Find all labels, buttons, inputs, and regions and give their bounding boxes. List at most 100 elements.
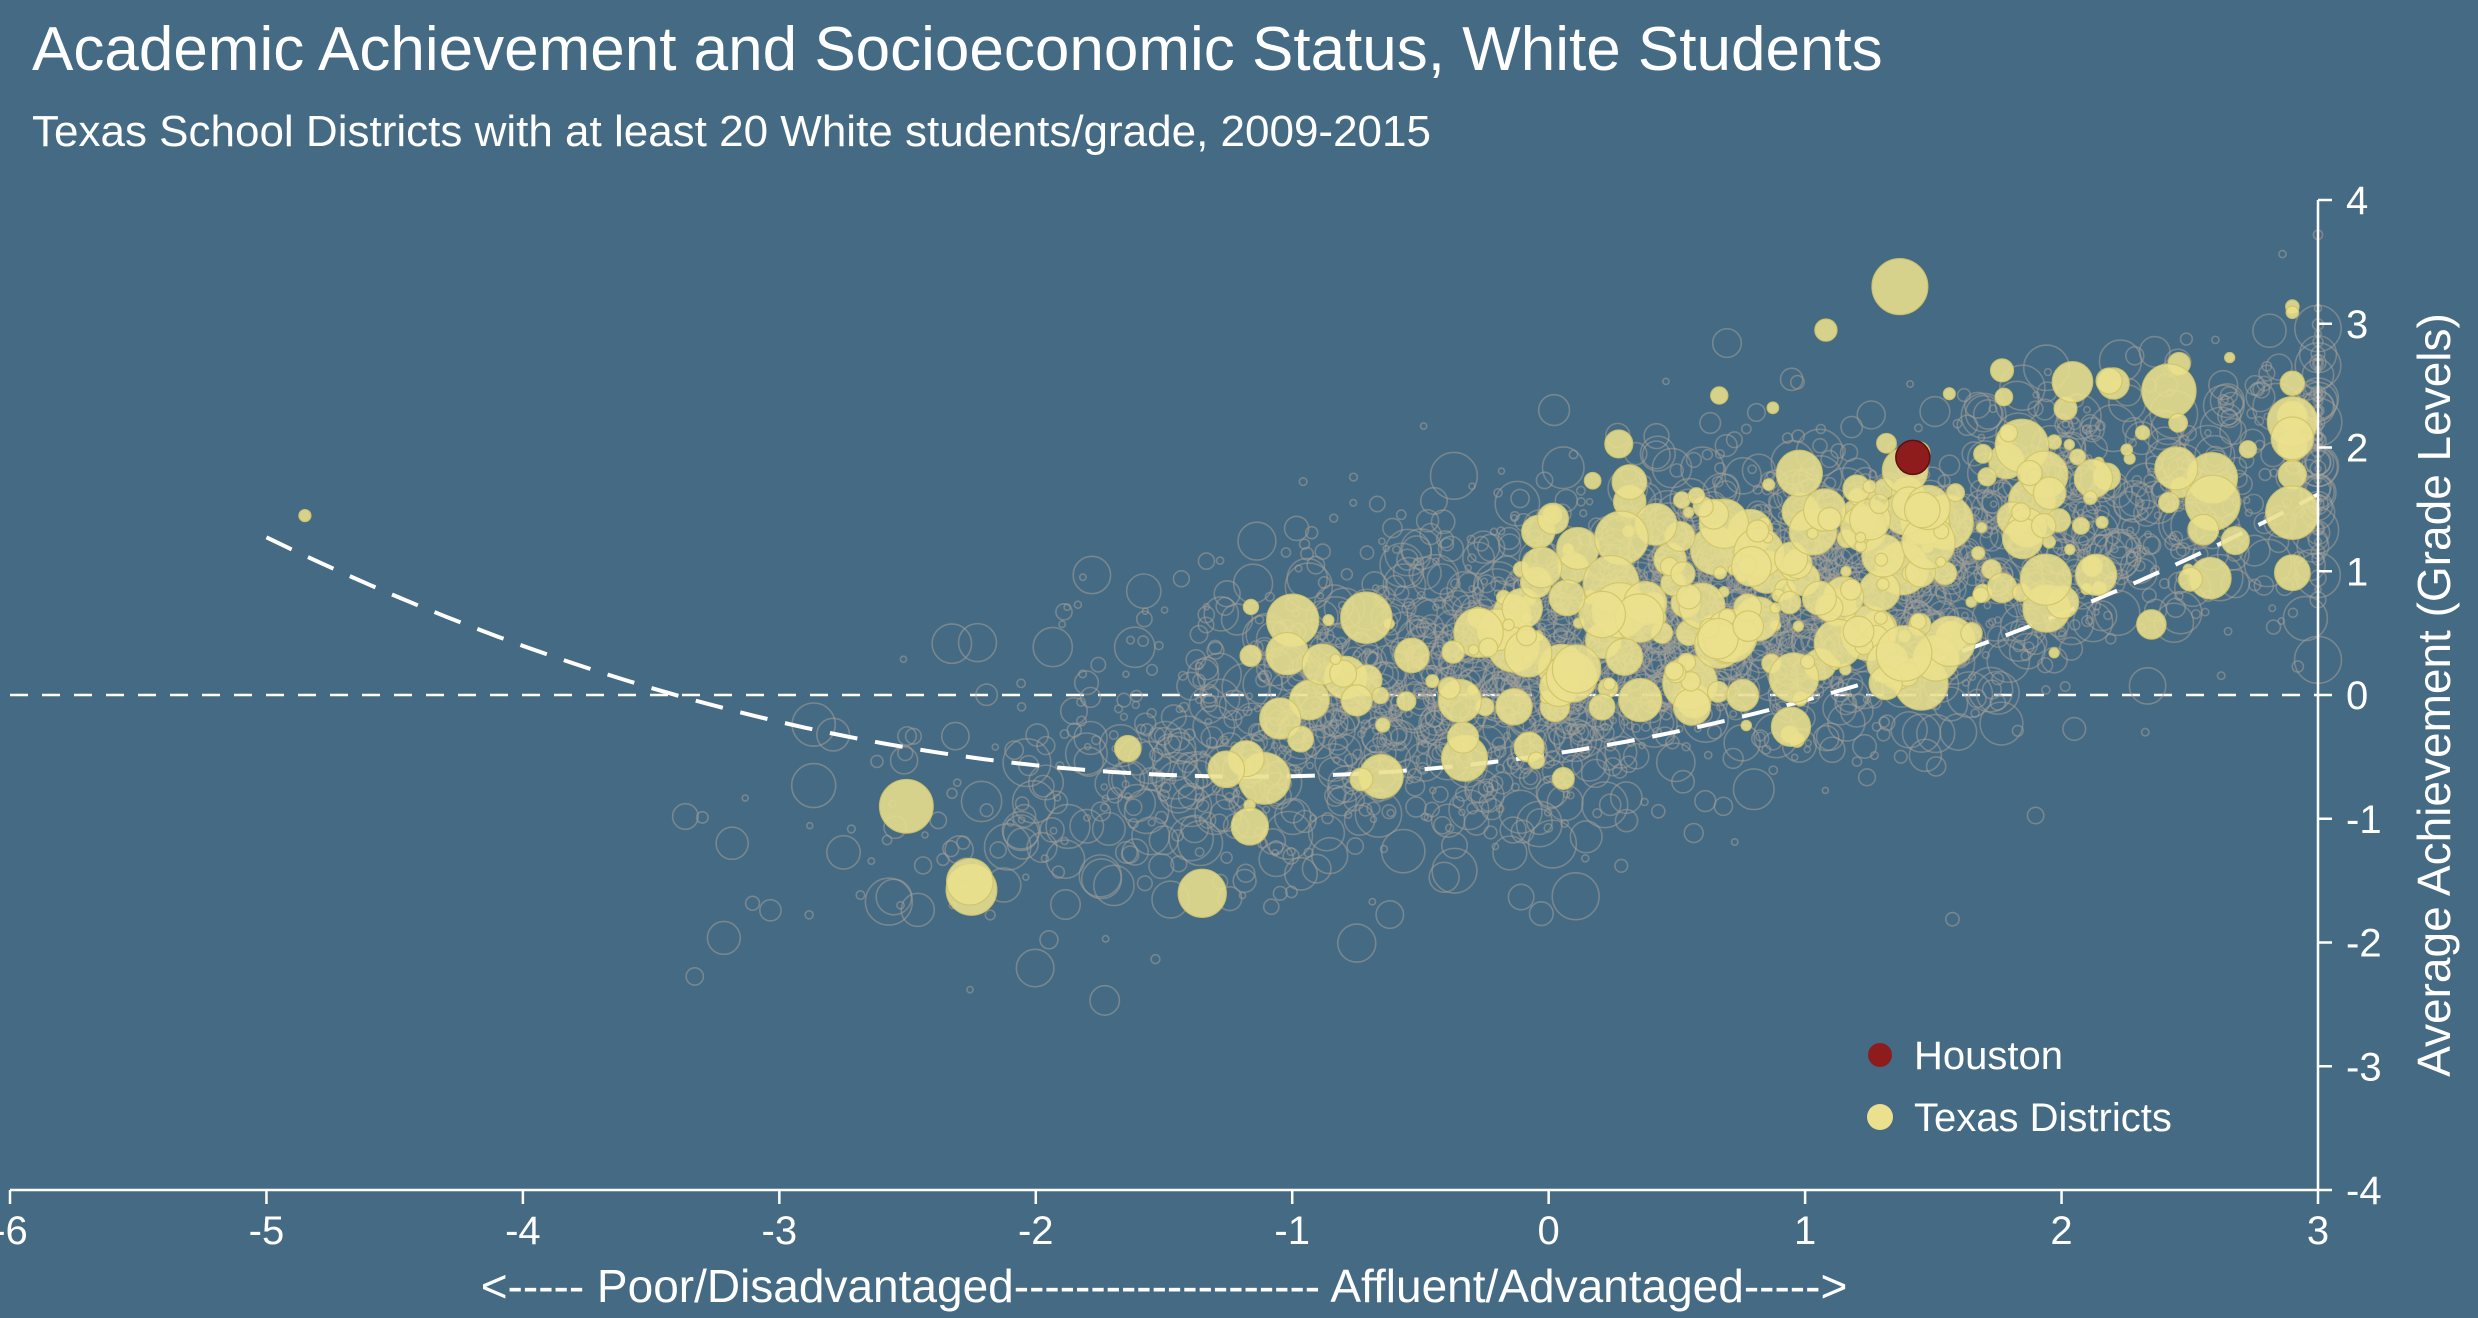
- legend-swatch-texas: [1867, 1104, 1893, 1130]
- texas-point: [1841, 579, 1862, 600]
- texas-point: [1708, 681, 1729, 702]
- texas-point: [1733, 611, 1763, 641]
- texas-point: [2142, 364, 2196, 418]
- texas-point: [1528, 752, 1545, 769]
- texas-point: [1341, 685, 1372, 716]
- texas-point: [2073, 517, 2090, 534]
- texas-point: [2084, 491, 2098, 505]
- legend-label-houston: Houston: [1914, 1034, 2063, 1078]
- texas-point: [1875, 553, 1888, 566]
- texas-point: [2188, 514, 2219, 545]
- texas-point: [1243, 599, 1258, 614]
- texas-point: [1943, 388, 1955, 400]
- texas-point: [1240, 645, 1261, 666]
- texas-point: [2239, 441, 2256, 458]
- texas-point: [1231, 808, 1268, 845]
- texas-point: [1815, 319, 1837, 341]
- texas-point: [1987, 573, 2016, 602]
- texas-point: [1872, 259, 1928, 315]
- x-tick-label: -2: [1018, 1209, 1054, 1253]
- texas-point: [1442, 641, 1464, 663]
- texas-point: [1584, 472, 1601, 489]
- y-tick-label: -2: [2346, 922, 2382, 966]
- texas-point: [2136, 426, 2150, 440]
- y-tick-label: -3: [2346, 1045, 2382, 1089]
- texas-point: [1995, 388, 2013, 406]
- texas-point: [1674, 688, 1711, 725]
- texas-point: [2271, 417, 2313, 459]
- texas-point: [2155, 447, 2198, 490]
- texas-point: [2169, 414, 2188, 433]
- texas-point: [1843, 616, 1874, 647]
- texas-point: [1538, 503, 1569, 534]
- texas-point: [1698, 618, 1739, 659]
- texas-point: [2096, 516, 2108, 528]
- y-tick-label: 3: [2346, 303, 2368, 347]
- texas-point: [1677, 584, 1701, 608]
- x-tick-label: 2: [2050, 1209, 2072, 1253]
- x-tick-label: 1: [1794, 1209, 1816, 1253]
- texas-point: [1977, 522, 1987, 532]
- texas-point: [1341, 592, 1392, 643]
- texas-point: [1619, 678, 1662, 721]
- texas-point: [1605, 430, 1633, 458]
- texas-point: [1741, 720, 1751, 730]
- chart-root: Academic Achievement and Socioeconomic S…: [0, 0, 2478, 1318]
- texas-point: [2076, 554, 2117, 595]
- texas-point: [1877, 578, 1889, 590]
- texas-point: [2032, 513, 2056, 537]
- texas-point: [2000, 424, 2018, 442]
- y-tick-label: -1: [2346, 798, 2382, 842]
- texas-point: [1671, 562, 1695, 586]
- y-tick-label: 4: [2346, 179, 2368, 223]
- texas-point: [1870, 494, 1889, 513]
- texas-point: [2121, 444, 2133, 456]
- texas-point: [1767, 402, 1779, 414]
- texas-point: [1972, 547, 1985, 560]
- texas-point: [1589, 694, 1615, 720]
- texas-point: [1517, 626, 1537, 646]
- texas-point: [2096, 368, 2122, 394]
- texas-point: [1468, 645, 1478, 655]
- texas-point: [1376, 718, 1390, 732]
- texas-point: [1323, 615, 1334, 626]
- texas-point: [1395, 638, 1430, 673]
- texas-point: [1178, 869, 1226, 917]
- texas-point: [2017, 460, 2042, 485]
- legend-swatch-houston: [1868, 1043, 1892, 1067]
- texas-point: [1714, 567, 1727, 580]
- texas-point: [879, 779, 933, 833]
- texas-point: [1863, 480, 1876, 493]
- texas-point: [2064, 439, 2074, 449]
- scatter-chart-svg: Academic Achievement and Socioeconomic S…: [0, 0, 2478, 1318]
- texas-point: [1579, 591, 1625, 637]
- texas-point: [1874, 611, 1887, 624]
- texas-point: [1936, 557, 1946, 567]
- texas-point: [1496, 689, 1532, 725]
- texas-point: [1503, 619, 1514, 630]
- texas-point: [1974, 445, 1993, 464]
- x-tick-label: -3: [762, 1209, 798, 1253]
- x-tick-label: 0: [1538, 1209, 1560, 1253]
- texas-point: [1606, 639, 1643, 676]
- legend-label-texas: Texas Districts: [1914, 1096, 2172, 1140]
- texas-point: [1776, 450, 1822, 496]
- texas-point: [1876, 626, 1931, 681]
- texas-point: [1732, 546, 1772, 586]
- y-tick-label: -4: [2346, 1169, 2382, 1213]
- texas-point: [2280, 371, 2304, 395]
- texas-point: [1448, 722, 1479, 753]
- texas-point: [1208, 751, 1245, 788]
- texas-point: [1397, 692, 1416, 711]
- texas-point: [2012, 503, 2031, 522]
- texas-point: [1288, 726, 1314, 752]
- x-tick-label: -1: [1274, 1209, 1310, 1253]
- chart-title: Academic Achievement and Socioeconomic S…: [32, 15, 1883, 84]
- texas-point: [1961, 623, 1982, 644]
- texas-point: [2286, 306, 2299, 319]
- texas-point: [1711, 387, 1728, 404]
- texas-point: [1683, 507, 1693, 517]
- texas-point: [1793, 621, 1803, 631]
- texas-point: [2049, 648, 2059, 658]
- texas-point: [1665, 662, 1683, 680]
